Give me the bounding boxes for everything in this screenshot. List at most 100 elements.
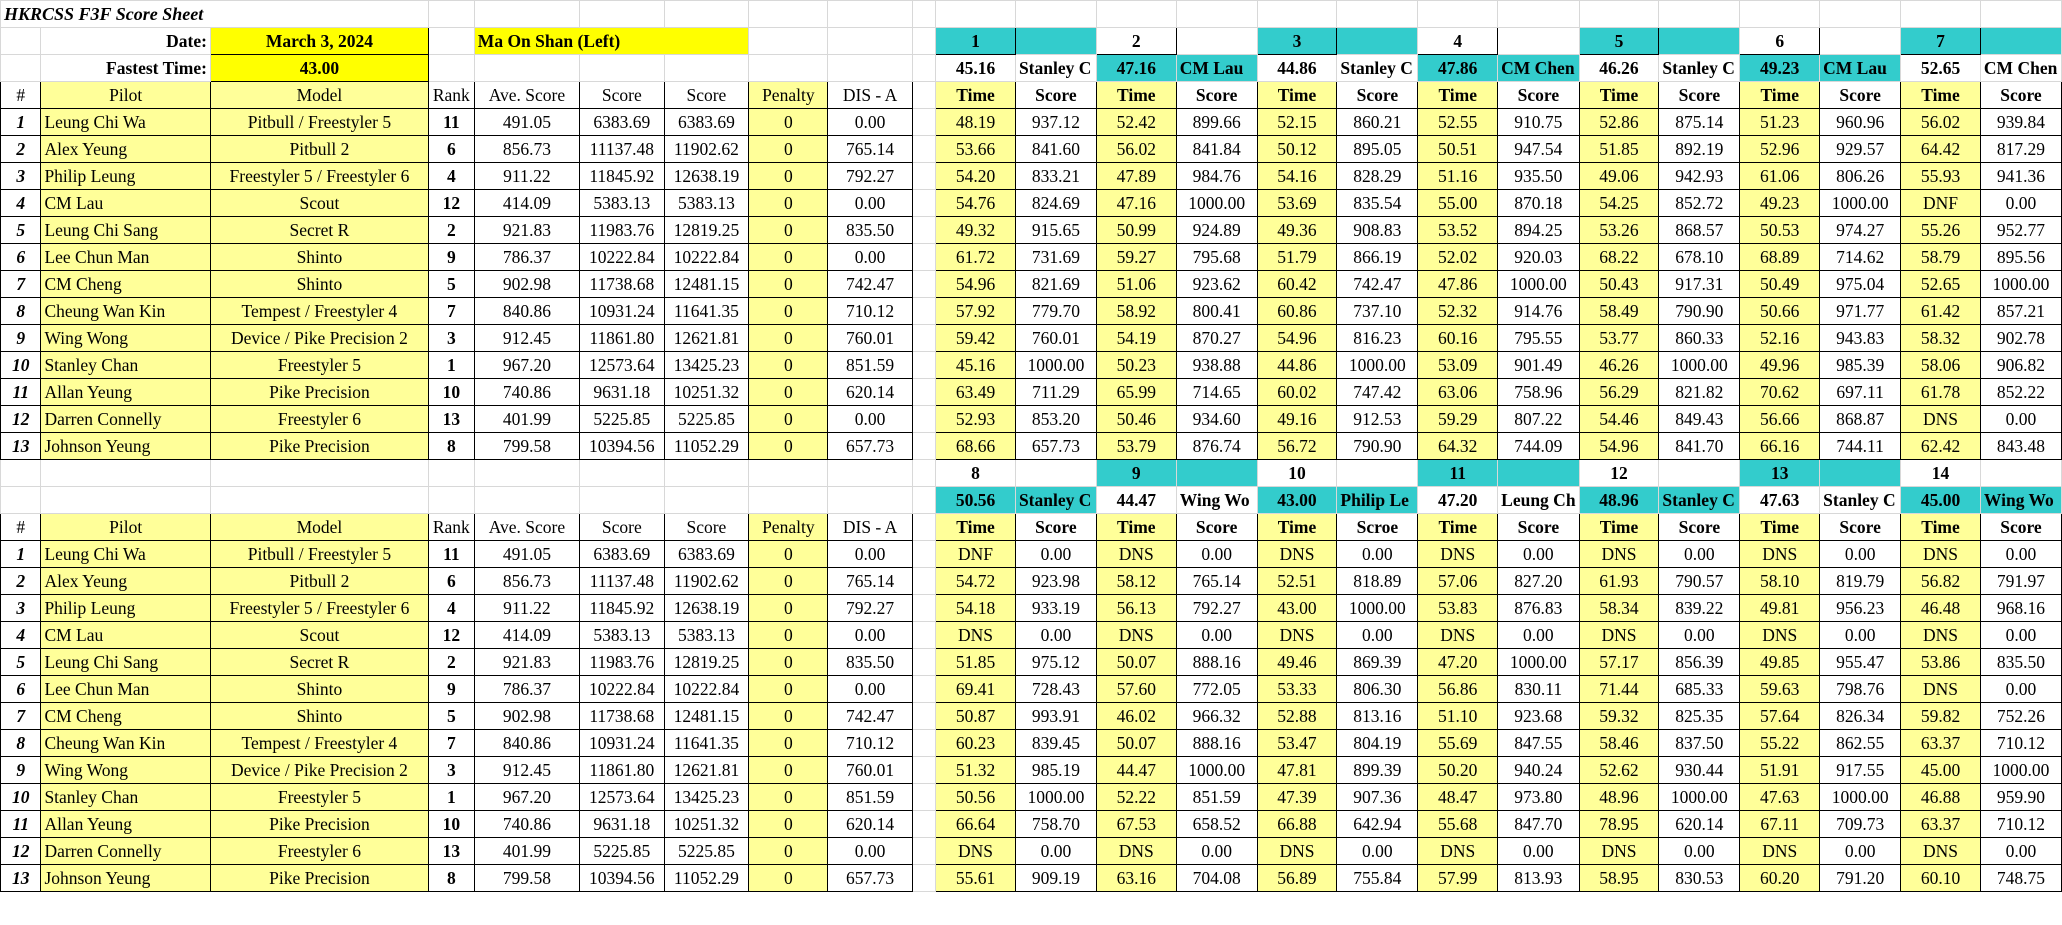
round-time: 55.93 (1900, 162, 1981, 190)
round-winner: CM Chen (1497, 54, 1580, 82)
score-sheet-grid: HKRCSS F3F Score Sheet Date: March 3, 2024… (0, 0, 2062, 892)
header-round-score: Score (1497, 81, 1580, 109)
empty-cell (748, 459, 829, 487)
empty-cell (40, 486, 211, 514)
round-time: 52.51 (1256, 567, 1338, 595)
round-score: 0.00 (1497, 540, 1580, 568)
round-time: 60.20 (1739, 864, 1821, 892)
round-score: 728.43 (1014, 675, 1097, 703)
round-time: 66.88 (1256, 810, 1338, 838)
header-time: Time (935, 81, 1016, 109)
round-score: 813.16 (1336, 702, 1419, 730)
round-time: 57.17 (1578, 648, 1660, 676)
round-time: DNS (1578, 837, 1660, 865)
pilot-model: Secret R (209, 648, 429, 676)
pilot-score-total: 12621.81 (663, 756, 750, 784)
pilot-ave-score: 856.73 (473, 135, 581, 163)
round-time: 51.06 (1095, 270, 1177, 298)
empty-cell (911, 0, 937, 28)
header-round-score: Score (1014, 513, 1097, 541)
round-time: 50.23 (1095, 351, 1177, 379)
pilot-score: 10222.84 (579, 675, 665, 703)
pilot-score: 11845.92 (579, 594, 665, 622)
header-round-score: Score (1014, 81, 1097, 109)
round-score: 0.00 (1979, 189, 2062, 217)
round-score: 752.26 (1979, 702, 2062, 730)
pilot-model: Shinto (209, 702, 429, 730)
pilot-ave-score: 799.58 (473, 864, 581, 892)
round-score: 856.39 (1658, 648, 1741, 676)
pilot-penalty: 0 (748, 432, 829, 460)
empty-cell (1014, 0, 1097, 28)
pilot-dis-a: 657.73 (827, 432, 913, 460)
round-best-time: 47.63 (1739, 486, 1821, 514)
pilot-model: Freestyler 5 / Freestyler 6 (209, 594, 429, 622)
round-time: DNS (1417, 837, 1499, 865)
pilot-number: 9 (0, 756, 42, 784)
round-time: DNS (1578, 540, 1660, 568)
pilot-ave-score: 911.22 (473, 594, 581, 622)
round-score: 910.75 (1497, 108, 1580, 136)
pilot-score: 11738.68 (579, 270, 665, 298)
pilot-rank: 9 (427, 243, 475, 271)
pilot-score: 11983.76 (579, 216, 665, 244)
round-number-9: 9 (1095, 459, 1177, 487)
round-score: 942.93 (1658, 162, 1741, 190)
round-score: 956.23 (1819, 594, 1902, 622)
round-time: 53.47 (1256, 729, 1338, 757)
pilot-ave-score: 401.99 (473, 405, 581, 433)
pilot-ave-score: 740.86 (473, 378, 581, 406)
round-time: 68.89 (1739, 243, 1821, 271)
round-time: 58.95 (1578, 864, 1660, 892)
pilot-model: Shinto (209, 270, 429, 298)
pilot-number: 12 (0, 837, 42, 865)
pilot-ave-score: 491.05 (473, 108, 581, 136)
empty-cell (1819, 0, 1902, 28)
round-winner: Stanley C (1819, 486, 1902, 514)
pilot-score: 5383.13 (579, 621, 665, 649)
round-score: 792.27 (1175, 594, 1258, 622)
round-score: 790.90 (1336, 432, 1419, 460)
pilot-score: 11137.48 (579, 135, 665, 163)
round-time: 56.29 (1578, 378, 1660, 406)
round-score: 830.53 (1658, 864, 1741, 892)
round-time: 61.72 (935, 243, 1016, 271)
round-time: 53.33 (1256, 675, 1338, 703)
pilot-rank: 8 (427, 432, 475, 460)
round-score: 1000.00 (1658, 351, 1741, 379)
round-score: 876.74 (1175, 432, 1258, 460)
pilot-dis-a: 851.59 (827, 783, 913, 811)
pilot-penalty: 0 (748, 756, 829, 784)
empty-cell (1979, 0, 2062, 28)
empty-cell (663, 54, 750, 82)
round-time: DNS (1417, 621, 1499, 649)
pilot-penalty: 0 (748, 297, 829, 325)
empty-cell (427, 54, 475, 82)
round-time: 49.96 (1739, 351, 1821, 379)
header-round-score: Score (1336, 81, 1419, 109)
empty-cell (827, 459, 913, 487)
round-score: 923.98 (1014, 567, 1097, 595)
pilot-name: CM Lau (40, 189, 211, 217)
pilot-score-total: 11641.35 (663, 729, 750, 757)
round-time: 51.32 (935, 756, 1016, 784)
round-score: 0.00 (1336, 621, 1419, 649)
round-time: 66.16 (1739, 432, 1821, 460)
round-time: 58.92 (1095, 297, 1177, 325)
round-time: DNF (1900, 189, 1981, 217)
round-best-time: 49.23 (1739, 54, 1821, 82)
round-number-spacer (1175, 459, 1258, 487)
empty-cell (0, 486, 42, 514)
pilot-rank: 4 (427, 594, 475, 622)
round-time: 49.46 (1256, 648, 1338, 676)
round-score: 710.12 (1979, 810, 2062, 838)
empty-cell (579, 0, 665, 28)
pilot-dis-a: 620.14 (827, 810, 913, 838)
round-score: 868.87 (1819, 405, 1902, 433)
round-number-spacer (1336, 27, 1419, 55)
round-time: 61.42 (1900, 297, 1981, 325)
pilot-penalty: 0 (748, 162, 829, 190)
empty-cell (911, 486, 937, 514)
round-score: 1000.00 (1014, 783, 1097, 811)
round-time: 50.12 (1256, 135, 1338, 163)
